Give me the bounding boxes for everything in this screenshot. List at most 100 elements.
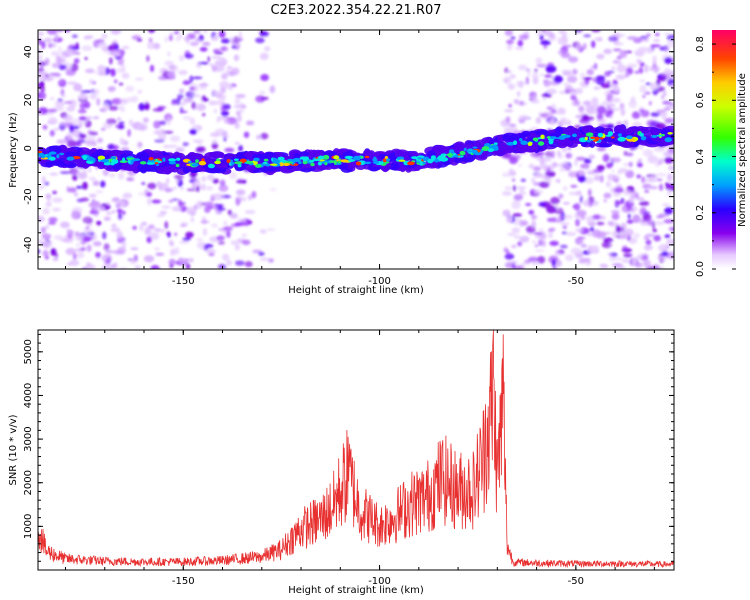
noise-blob bbox=[546, 88, 557, 95]
noise-blob bbox=[52, 42, 57, 48]
noise-blob bbox=[583, 158, 592, 164]
ridge-hot-blob bbox=[233, 158, 239, 161]
noise-blob bbox=[196, 146, 206, 153]
noise-blob bbox=[219, 94, 227, 100]
noise-blob bbox=[511, 178, 516, 182]
noise-blob bbox=[38, 112, 44, 115]
ridge-hot-blob bbox=[264, 163, 271, 167]
noise-blob bbox=[533, 232, 543, 236]
noise-blob bbox=[628, 161, 633, 168]
noise-blob bbox=[143, 255, 155, 263]
noise-blob bbox=[164, 60, 175, 66]
noise-blob bbox=[141, 221, 148, 226]
noise-blob bbox=[180, 221, 189, 227]
noise-blob bbox=[201, 81, 206, 87]
noise-blob bbox=[607, 220, 614, 226]
noise-blob bbox=[559, 91, 566, 94]
noise-blob bbox=[218, 184, 229, 192]
ridge-hot-blob bbox=[597, 132, 604, 138]
noise-blob bbox=[77, 109, 87, 114]
noise-blob bbox=[603, 48, 613, 55]
noise-blob bbox=[66, 105, 76, 112]
noise-blob bbox=[574, 158, 578, 167]
ridge-blob bbox=[323, 150, 337, 156]
noise-blob bbox=[559, 244, 568, 249]
noise-blob bbox=[44, 255, 50, 260]
noise-blob bbox=[634, 192, 639, 199]
noise-blob bbox=[106, 202, 110, 206]
noise-blob bbox=[48, 217, 58, 223]
noise-blob bbox=[168, 200, 174, 203]
noise-blob bbox=[90, 202, 101, 210]
noise-blob bbox=[607, 70, 615, 74]
noise-blob bbox=[654, 32, 660, 37]
noise-blob bbox=[266, 228, 276, 231]
noise-blob bbox=[578, 257, 590, 263]
noise-blob bbox=[653, 147, 659, 151]
noise-blob bbox=[562, 201, 570, 205]
noise-blob bbox=[101, 254, 113, 263]
noise-blob bbox=[664, 206, 674, 215]
noise-blob bbox=[43, 240, 51, 249]
colorbar-tick-label: 0.6 bbox=[695, 92, 706, 108]
noise-blob bbox=[579, 195, 583, 204]
noise-blob bbox=[639, 85, 647, 93]
noise-blob bbox=[578, 112, 586, 115]
noise-blob bbox=[596, 165, 605, 171]
noise-blob bbox=[600, 83, 612, 89]
noise-blob bbox=[587, 188, 592, 197]
noise-blob bbox=[558, 215, 564, 219]
noise-blob bbox=[513, 265, 524, 269]
noise-blob bbox=[163, 130, 174, 134]
noise-blob bbox=[122, 192, 133, 199]
noise-blob bbox=[623, 119, 629, 126]
ridge-hot-blob bbox=[617, 136, 626, 142]
noise-blob bbox=[513, 234, 520, 239]
noise-blob bbox=[137, 90, 143, 94]
noise-blob bbox=[550, 108, 557, 114]
ridge-hot-blob bbox=[540, 134, 545, 139]
ridge-hot-blob bbox=[605, 134, 612, 137]
noise-blob bbox=[38, 249, 41, 254]
noise-blob bbox=[134, 77, 144, 81]
noise-blob bbox=[121, 46, 130, 50]
noise-blob bbox=[561, 70, 572, 73]
noise-blob bbox=[260, 132, 269, 140]
noise-blob bbox=[40, 226, 46, 234]
noise-blob bbox=[540, 73, 544, 76]
noise-blob bbox=[536, 256, 546, 264]
ridge-blob bbox=[554, 126, 564, 136]
noise-blob bbox=[235, 180, 247, 184]
noise-blob bbox=[111, 197, 121, 203]
noise-blob bbox=[541, 239, 546, 246]
noise-blob bbox=[546, 205, 557, 214]
noise-blob bbox=[643, 236, 649, 240]
noise-blob bbox=[110, 68, 116, 77]
noise-blob bbox=[169, 144, 175, 148]
noise-blob bbox=[38, 61, 47, 67]
noise-blob bbox=[114, 44, 119, 51]
noise-blob bbox=[231, 44, 237, 49]
noise-blob bbox=[53, 235, 64, 240]
noise-blob bbox=[534, 68, 538, 73]
noise-blob bbox=[158, 132, 167, 141]
noise-blob bbox=[534, 234, 546, 239]
noise-blob bbox=[98, 205, 105, 212]
noise-blob bbox=[590, 245, 600, 252]
ridge-hot-blob bbox=[639, 132, 644, 137]
noise-blob bbox=[111, 210, 116, 213]
ridge-blob bbox=[614, 124, 626, 133]
noise-blob bbox=[532, 72, 539, 81]
ridge-blob bbox=[589, 140, 596, 148]
noise-blob bbox=[612, 59, 620, 64]
noise-blob bbox=[205, 185, 214, 191]
ridge-hot-blob bbox=[175, 163, 180, 168]
snr-y-axis: 1000 2000 3000 4000 5000 bbox=[23, 333, 674, 562]
ridge-hot-blob bbox=[111, 159, 119, 164]
noise-blob bbox=[147, 182, 157, 190]
noise-blob bbox=[186, 206, 197, 215]
noise-blob bbox=[146, 197, 152, 206]
noise-blob bbox=[184, 53, 194, 59]
noise-blob bbox=[226, 230, 231, 238]
noise-blob bbox=[577, 30, 583, 33]
